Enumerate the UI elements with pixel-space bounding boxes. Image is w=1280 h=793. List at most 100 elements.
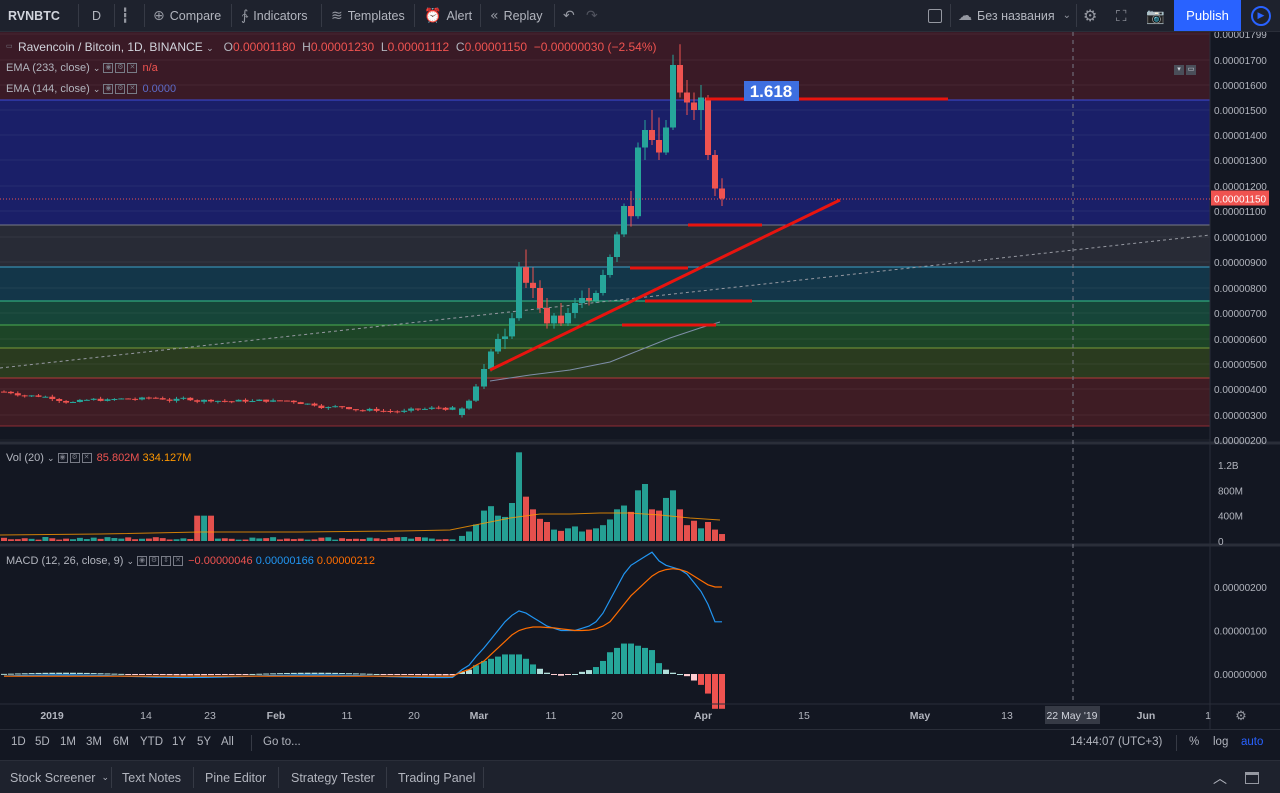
volume-bar	[187, 539, 194, 541]
main-legend[interactable]: ▭ Ravencoin / Bitcoin, 1D, BINANCE ⌄ O0.…	[6, 40, 657, 54]
chart-area[interactable]: 1.618 0.00001799 0.00001700 0.00001600 0.00…	[0, 32, 1280, 729]
log-scale-toggle[interactable]: log	[1213, 736, 1229, 748]
settings-icon[interactable]: ⚙	[149, 556, 160, 567]
macd-histogram-bar	[63, 672, 70, 674]
layout-name-button[interactable]: ☁ Без названия ⌄	[958, 0, 1076, 31]
collapse-panel-button[interactable]: ︿	[1213, 761, 1227, 793]
macd-histogram-bar	[607, 652, 613, 674]
close-icon[interactable]: ✕	[127, 84, 138, 95]
compare-button[interactable]: ⊕ Compare	[153, 0, 221, 31]
close-icon[interactable]: ✕	[173, 556, 184, 567]
volume-bar	[332, 539, 339, 541]
volume-bar	[111, 538, 118, 541]
plus-circle-icon: ⊕	[153, 7, 165, 24]
auto-scale-toggle[interactable]: auto	[1241, 736, 1264, 748]
fib-retracement-bands[interactable]	[0, 32, 1210, 427]
time-axis-settings-icon[interactable]: ⚙	[1235, 709, 1247, 724]
candle	[221, 400, 228, 402]
time-cursor-box	[1045, 706, 1100, 724]
candlestick-series[interactable]	[1, 44, 725, 418]
price-axis[interactable]: 0.00001799 0.00001700 0.00001600 0.00001500…	[1211, 32, 1269, 447]
volume-bar	[621, 505, 627, 541]
cloud-icon: ☁	[958, 7, 972, 24]
eye-icon[interactable]: ◉	[103, 63, 114, 74]
pane-controls[interactable]: ▾ ▭	[1174, 64, 1198, 76]
timeframe-5y[interactable]: 5Y	[197, 736, 212, 748]
candle	[394, 411, 401, 413]
move-icon[interactable]: ⇕	[161, 556, 172, 567]
settings-button[interactable]: ⚙	[1083, 0, 1102, 31]
tab-stock-screener[interactable]: Stock Screener ⌄	[10, 761, 109, 793]
alert-button[interactable]: ⏰ Alert	[424, 0, 472, 31]
collapse-icon[interactable]: ▭	[6, 42, 13, 50]
volume-bar	[614, 509, 620, 541]
time-axis[interactable]: 2019 14 23 Feb 11 20 Mar 11 20 Apr 15 May 13 Jun 1	[40, 710, 1211, 722]
settings-icon[interactable]: ⚙	[115, 84, 126, 95]
interval-button[interactable]: D	[92, 0, 101, 31]
indicators-button[interactable]: ∱ Indicators	[241, 0, 308, 31]
timeframe-5d[interactable]: 5D	[35, 736, 50, 748]
chart-type-button[interactable]: ┇	[121, 0, 134, 31]
macd-axis[interactable]: 0.00000200 0.00000100 0.00000000	[1214, 583, 1267, 681]
clock-label[interactable]: 14:44:07 (UTC+3)	[1070, 736, 1163, 748]
snapshot-button[interactable]: 📷	[1146, 0, 1170, 31]
eye-icon[interactable]: ◉	[103, 84, 114, 95]
ema144-legend[interactable]: EMA (144, close) ⌄ ◉ ⚙ ✕ 0.0000	[6, 83, 177, 95]
macd-tick-label: 0.00000000	[1214, 670, 1267, 681]
eye-icon[interactable]: ◉	[137, 556, 148, 567]
percent-scale-toggle[interactable]: %	[1189, 736, 1200, 748]
templates-button[interactable]: ≋ Templates	[331, 0, 405, 31]
goto-button[interactable]: Go to...	[263, 736, 301, 748]
maximize-panel-button[interactable]	[1245, 761, 1259, 793]
time-tick-label: 23	[204, 710, 216, 722]
symbol-search[interactable]: RVNBTC	[8, 0, 60, 31]
settings-icon[interactable]: ⚙	[115, 63, 126, 74]
macd-histogram-bar	[290, 672, 297, 674]
play-button[interactable]: ▶	[1242, 0, 1280, 31]
pane-down-icon[interactable]: ▾	[1174, 65, 1184, 76]
timeframe-1y[interactable]: 1Y	[172, 736, 187, 748]
eye-icon[interactable]: ◉	[57, 453, 68, 464]
tab-trading-panel[interactable]: Trading Panel	[398, 761, 475, 793]
price-tick-label: 0.00001500	[1214, 106, 1267, 117]
ascending-trend-line[interactable]	[489, 198, 841, 372]
macd-legend[interactable]: MACD (12, 26, close, 9) ⌄ ◉ ⚙ ⇕ ✕ −0.000000…	[6, 555, 376, 567]
pane-maximize-icon[interactable]: ▭	[1186, 65, 1196, 76]
candle	[593, 293, 599, 301]
close-icon[interactable]: ✕	[127, 63, 138, 74]
fullscreen-layout-button[interactable]	[928, 0, 942, 31]
macd-histogram-bar	[235, 674, 242, 675]
publish-button[interactable]: Publish	[1174, 0, 1241, 31]
time-tick-label: Feb	[267, 710, 286, 722]
replay-button[interactable]: « Replay	[490, 0, 543, 31]
tab-strategy-tester[interactable]: Strategy Tester	[291, 761, 375, 793]
time-tick-label: 11	[546, 710, 557, 722]
timeframe-ytd[interactable]: YTD	[140, 736, 163, 748]
fullscreen-button[interactable]: ⛶	[1116, 0, 1132, 31]
volume-legend[interactable]: Vol (20) ⌄ ◉ ⚙ ✕ 85.802M 334.127M	[6, 452, 192, 464]
tab-text-notes[interactable]: Text Notes	[122, 761, 181, 793]
macd-histogram-bar	[579, 671, 585, 674]
tab-pine-editor[interactable]: Pine Editor	[205, 761, 266, 793]
timeframe-6m[interactable]: 6M	[113, 736, 129, 748]
chevron-down-icon[interactable]: ⌄	[206, 43, 214, 53]
fib-label-box	[744, 81, 799, 101]
volume-bars[interactable]	[1, 452, 725, 541]
dashed-trend-line[interactable]	[0, 234, 1211, 369]
ema233-legend[interactable]: EMA (233, close) ⌄ ◉ ⚙ ✕ n/a	[6, 62, 158, 74]
timeframe-1m[interactable]: 1M	[60, 736, 76, 748]
volume-tick-label: 800M	[1218, 486, 1243, 497]
undo-button[interactable]: ↶	[563, 0, 580, 31]
timeframe-3m[interactable]: 3M	[86, 736, 102, 748]
close-icon[interactable]: ✕	[81, 453, 92, 464]
tab-label: Stock Screener	[10, 770, 96, 785]
timeframe-1d[interactable]: 1D	[11, 736, 26, 748]
chart-canvas[interactable]: 1.618 0.000017990.000017000.000016000.00…	[0, 32, 1280, 729]
timeframe-all[interactable]: All	[221, 736, 234, 748]
settings-icon[interactable]: ⚙	[69, 453, 80, 464]
volume-bar	[180, 538, 187, 541]
macd-histogram[interactable]	[1, 643, 725, 709]
volume-axis[interactable]: 1.2B 800M 400M 0	[1218, 461, 1243, 548]
volume-bar	[408, 538, 415, 541]
redo-button[interactable]: ↷	[586, 0, 603, 31]
